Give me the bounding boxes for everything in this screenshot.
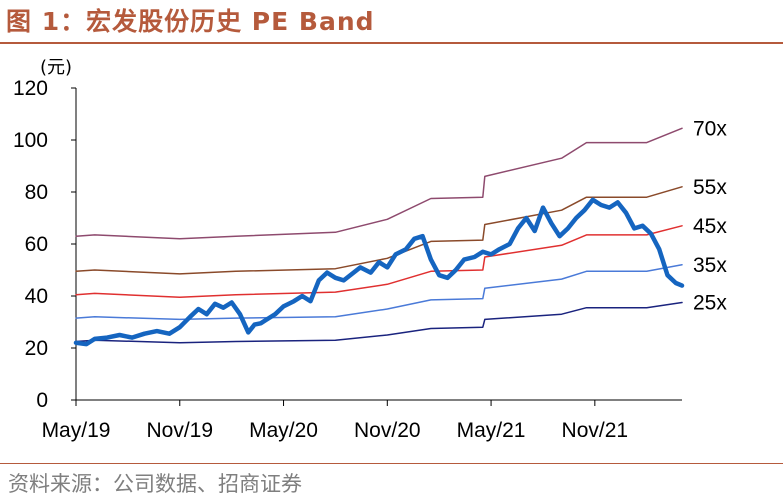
title-divider (0, 42, 783, 44)
y-tick-label: 120 (13, 77, 48, 100)
x-tick-label: Nov/19 (146, 419, 213, 442)
series-line-45x (75, 225, 683, 299)
pe-band-chart: 0 20 40 60 80 100 120(元) May/19 Nov/19 May/20 Nov/… (13, 57, 727, 442)
band-label-45x: 45x (693, 215, 727, 238)
x-tick-label: Nov/21 (562, 419, 629, 442)
y-tick-label: 80 (25, 181, 48, 204)
x-tick-label: Nov/20 (354, 419, 421, 442)
x-tick-label: May/19 (42, 419, 111, 442)
figure-title: 图 1：宏发股份历史 PE Band (6, 7, 375, 36)
chart-band-labels: 70x 55x 45x 35x 25x (693, 117, 727, 314)
x-tick-label: May/20 (249, 419, 318, 442)
series-line-55x (75, 186, 683, 275)
y-axis-unit: (元) (40, 57, 72, 78)
x-tick-label: May/21 (457, 419, 526, 442)
series-line-70x (75, 127, 683, 240)
series-line-25x (75, 301, 683, 344)
source-note: 资料来源：公司数据、招商证券 (8, 472, 302, 496)
y-tick-label: 20 (25, 337, 48, 360)
band-label-35x: 35x (693, 254, 727, 277)
chart-axes: 0 20 40 60 80 100 120(元) May/19 Nov/19 May/20 Nov/… (13, 57, 682, 442)
series-line-35x (75, 264, 683, 321)
price-series-line (73, 197, 685, 347)
y-tick-label: 0 (36, 389, 48, 412)
footer-divider (0, 463, 783, 464)
y-tick-label: 60 (25, 233, 48, 256)
chart-series (73, 127, 685, 347)
y-tick-label: 40 (25, 285, 48, 308)
y-tick-label: 100 (13, 129, 48, 152)
band-label-70x: 70x (693, 117, 727, 140)
band-label-25x: 25x (693, 292, 727, 315)
band-label-55x: 55x (693, 176, 727, 199)
